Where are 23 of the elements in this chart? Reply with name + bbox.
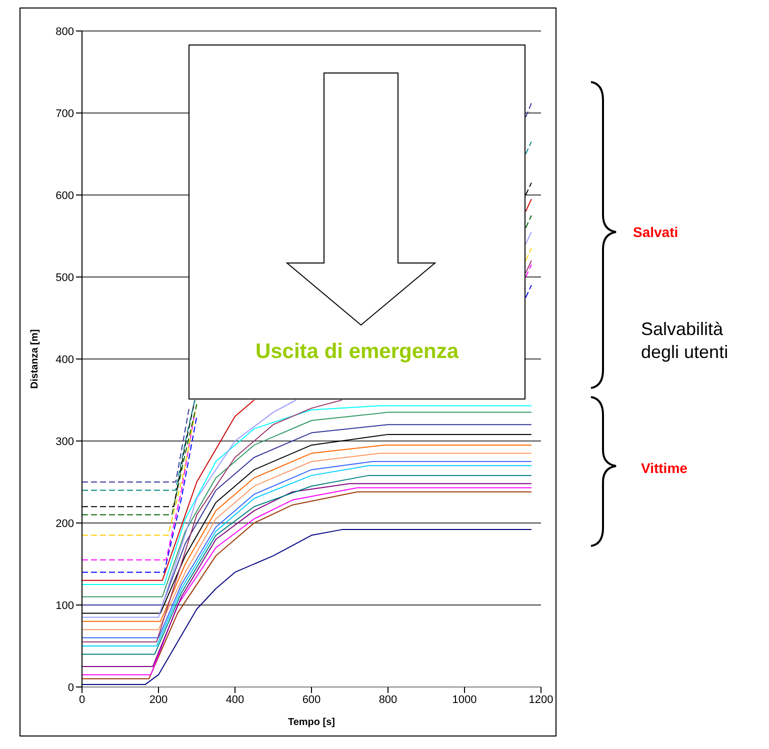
x-tick-label: 1200 [528, 694, 554, 706]
text: Salvabilità degli utenti [641, 318, 730, 364]
y-tick-label: 600 [56, 190, 74, 202]
x-tick-label: 800 [378, 694, 398, 706]
x-tick-label: 1000 [452, 694, 477, 706]
text: Salvati [633, 224, 678, 240]
y-tick-label: 800 [56, 26, 74, 38]
x-axis-title: Tempo [s] [288, 717, 336, 728]
y-tick-label: 0 [68, 682, 74, 694]
y-tick-label: 300 [56, 436, 74, 448]
x-tick-label: 400 [226, 694, 244, 706]
y-tick-label: 400 [56, 354, 74, 366]
x-tick-label: 600 [302, 694, 321, 706]
x-tick-label: 200 [149, 694, 168, 706]
y-tick-label: 700 [56, 108, 74, 120]
y-tick-label: 500 [56, 272, 74, 284]
y-tick-label: 200 [56, 518, 74, 530]
text: Vittime [641, 460, 688, 476]
y-axis-title: Distanza [m] [30, 329, 41, 389]
x-tick-label: 0 [78, 694, 86, 706]
annotation: Uscita di emergenza [254, 340, 460, 364]
line-series [82, 529, 532, 686]
y-tick-label: 100 [56, 600, 74, 612]
